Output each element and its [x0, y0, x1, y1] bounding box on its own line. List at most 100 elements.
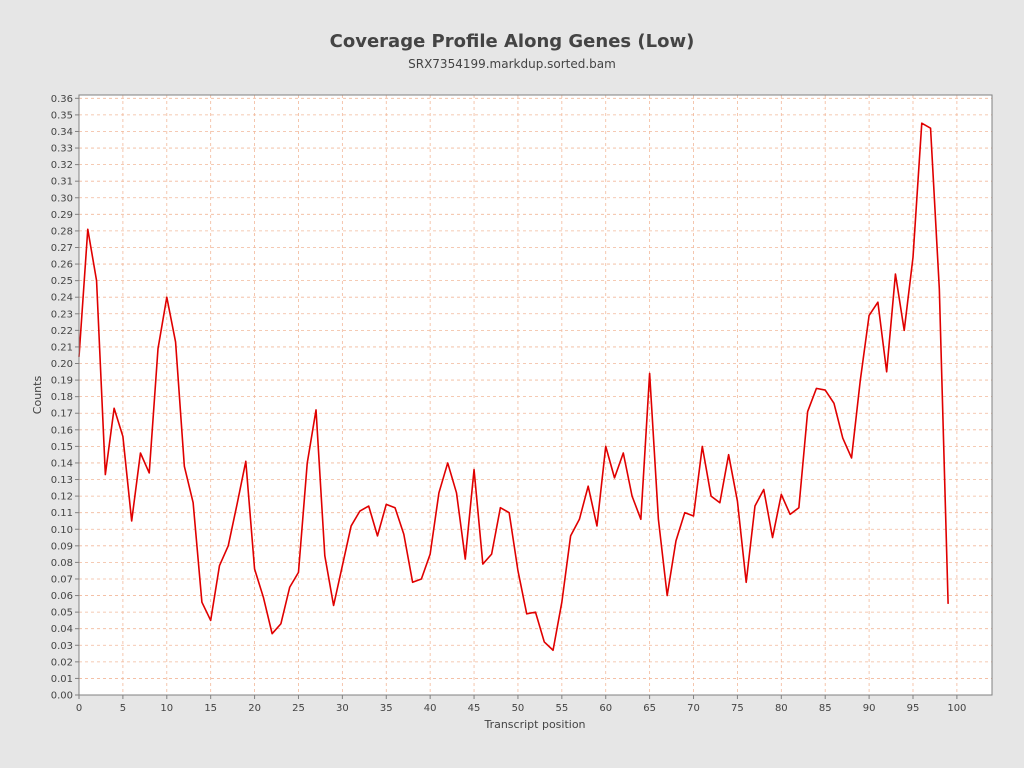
data-point [253, 568, 255, 570]
data-point [359, 510, 361, 512]
data-point [605, 445, 607, 447]
data-point [736, 500, 738, 502]
data-point [315, 409, 317, 411]
plot-border [78, 94, 993, 696]
data-point [903, 329, 905, 331]
data-point [104, 473, 106, 475]
data-point [842, 437, 844, 439]
data-point [183, 465, 185, 467]
data-point [368, 505, 370, 507]
y-tick-label: 0.31 [51, 177, 73, 188]
data-point [87, 228, 89, 230]
y-tick-label: 0.14 [51, 458, 73, 469]
data-point [324, 555, 326, 557]
data-point [648, 372, 650, 374]
y-tick-label: 0.35 [51, 110, 73, 121]
y-tick-label: 0.26 [51, 260, 73, 271]
data-point [666, 594, 668, 596]
data-point [596, 525, 598, 527]
x-tick-label: 45 [468, 703, 481, 714]
data-point [684, 511, 686, 513]
x-tick-label: 50 [512, 703, 525, 714]
data-point [798, 507, 800, 509]
data-point [894, 273, 896, 275]
y-tick-label: 0.16 [51, 425, 73, 436]
data-point [771, 536, 773, 538]
y-tick-label: 0.32 [51, 160, 73, 171]
data-point [411, 581, 413, 583]
y-axis: 0.00 0.01 0.02 0.03 0.04 0.05 0.06 0.07 0.08 0.09… [51, 94, 79, 702]
x-tick-label: 80 [775, 703, 788, 714]
data-point [850, 457, 852, 459]
data-point [692, 515, 694, 517]
data-point [245, 460, 247, 462]
x-tick-label: 15 [204, 703, 217, 714]
y-tick-label: 0.01 [51, 674, 73, 685]
data-point [938, 288, 940, 290]
data-point [613, 477, 615, 479]
data-point [745, 581, 747, 583]
y-tick-label: 0.29 [51, 210, 73, 221]
data-point [754, 505, 756, 507]
data-point [271, 632, 273, 634]
x-tick-label: 65 [643, 703, 656, 714]
data-point [763, 488, 765, 490]
data-point [130, 520, 132, 522]
y-tick-label: 0.00 [51, 691, 73, 702]
y-tick-label: 0.12 [51, 492, 73, 503]
x-tick-label: 95 [907, 703, 920, 714]
data-point [455, 492, 457, 494]
x-tick-label: 75 [731, 703, 744, 714]
data-point [148, 472, 150, 474]
y-axis-title: Counts [31, 376, 44, 415]
y-tick-label: 0.33 [51, 144, 73, 155]
data-point [447, 462, 449, 464]
y-tick-label: 0.20 [51, 359, 73, 370]
data-point [517, 569, 519, 571]
data-point [701, 445, 703, 447]
data-point [227, 545, 229, 547]
data-point [526, 613, 528, 615]
data-point [306, 462, 308, 464]
data-point [719, 502, 721, 504]
data-point [815, 387, 817, 389]
x-axis-title: Transcript position [483, 718, 585, 731]
y-tick-label: 0.27 [51, 243, 73, 254]
x-tick-label: 25 [292, 703, 305, 714]
data-point [403, 533, 405, 535]
data-point [209, 619, 211, 621]
x-tick-label: 85 [819, 703, 832, 714]
x-tick-label: 0 [76, 703, 82, 714]
data-point [139, 452, 141, 454]
data-point [236, 503, 238, 505]
data-point [631, 495, 633, 497]
y-tick-label: 0.23 [51, 309, 73, 320]
data-point [113, 407, 115, 409]
grid-lines [79, 95, 992, 695]
y-tick-label: 0.15 [51, 442, 73, 453]
data-point [543, 641, 545, 643]
y-tick-label: 0.30 [51, 193, 73, 204]
data-point [929, 127, 931, 129]
x-tick-label: 30 [336, 703, 349, 714]
data-point [534, 611, 536, 613]
data-point [157, 347, 159, 349]
y-tick-label: 0.28 [51, 226, 73, 237]
y-tick-label: 0.11 [51, 508, 73, 519]
data-point [868, 314, 870, 316]
series-layer [78, 122, 949, 652]
data-point [420, 578, 422, 580]
data-point [280, 623, 282, 625]
y-tick-label: 0.04 [51, 624, 73, 635]
y-tick-label: 0.24 [51, 293, 73, 304]
data-point [947, 603, 949, 605]
data-point [201, 601, 203, 603]
data-point [578, 518, 580, 520]
x-axis: 0 5 10 15 20 25 30 35 40 45 50 55 60 65 70 75 80 85 90 95 10… [76, 695, 966, 714]
data-point [376, 535, 378, 537]
y-tick-label: 0.05 [51, 608, 73, 619]
data-point [385, 503, 387, 505]
data-point [262, 596, 264, 598]
x-tick-label: 5 [120, 703, 126, 714]
